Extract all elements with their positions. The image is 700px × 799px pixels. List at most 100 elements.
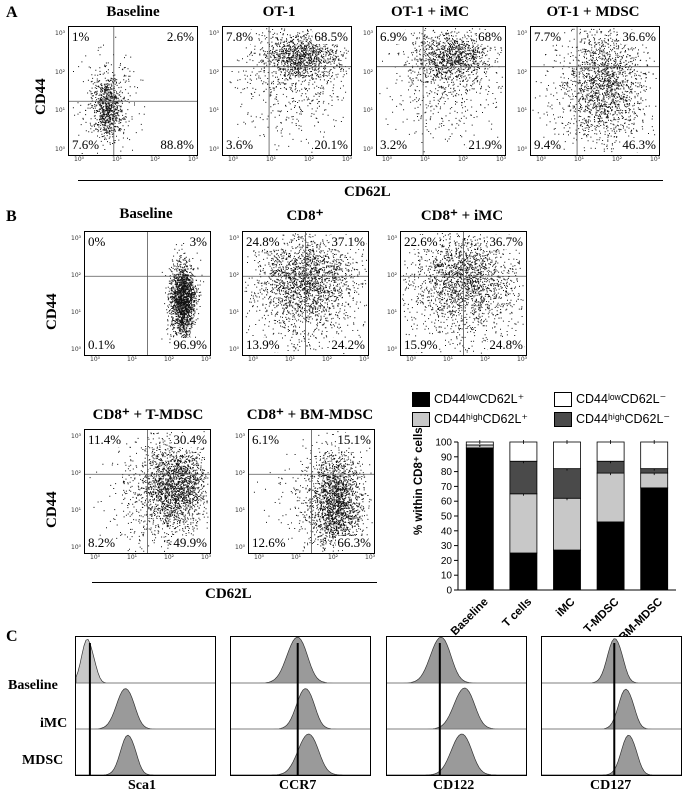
legend-label-0: CD44ˡᵒʷCD62L⁺ xyxy=(434,392,525,406)
histogram-peak-row-2 xyxy=(387,733,526,775)
y-tick-label: 40 xyxy=(441,526,453,537)
x-tick-label: 10³ xyxy=(517,356,528,363)
x-tick-label: 10⁰ xyxy=(406,356,417,363)
quadrant-ur-percent: 30.4% xyxy=(172,432,208,447)
panel-a-title-0: Baseline xyxy=(106,4,160,20)
scatter-dots xyxy=(243,232,368,355)
histogram-peak-row-0 xyxy=(231,637,370,684)
panel-b-title-1: CD8⁺ xyxy=(286,208,324,224)
flow-plot-b-baseline: 0% 3% 0.1% 96.9% xyxy=(84,231,211,356)
quadrant-ur-percent: 2.6% xyxy=(165,29,195,44)
y-tick-label: 10¹ xyxy=(363,107,374,115)
y-tick-label: 10³ xyxy=(363,30,374,37)
y-tick-label: 10² xyxy=(229,272,240,279)
y-tick-label: 10² xyxy=(55,68,66,76)
x-tick-label: 10⁰ xyxy=(536,156,547,163)
bar-bm-mdsc-3 xyxy=(640,441,669,470)
quadrant-ul-percent: 6.9% xyxy=(379,29,409,44)
x-tick-label: 10¹ xyxy=(112,156,123,163)
flow-plot-b-cd8-imc: 22.6% 36.7% 15.9% 24.8% xyxy=(400,231,527,356)
legend-label-2: CD44ʰⁱᵍʰCD62L⁺ xyxy=(434,412,528,426)
x-tick-label: 10³ xyxy=(650,156,661,163)
quadrant-ul-percent: 1% xyxy=(71,29,91,44)
y-tick-label: 10⁰ xyxy=(235,544,246,551)
quadrant-ll-percent: 3.6% xyxy=(225,137,255,152)
y-tick-label: 60 xyxy=(441,497,453,508)
legend-label-1: CD44ˡᵒʷCD62L⁻ xyxy=(576,392,667,406)
x-tick-label: 10¹ xyxy=(420,156,431,163)
panel-a-ylabel: CD44 xyxy=(33,78,49,115)
panel-letter-c: C xyxy=(6,628,18,645)
panel-letter-b: B xyxy=(6,208,17,225)
x-tick-label: 10¹ xyxy=(443,356,454,363)
flow-plot-a-ot1: 7.8% 68.5% 3.6% 20.1% xyxy=(222,26,352,156)
x-tick-label: 10⁰ xyxy=(254,554,265,561)
scatter-dots xyxy=(85,232,210,355)
y-tick-label: 10³ xyxy=(229,235,240,242)
quadrant-ur-percent: 37.1% xyxy=(330,234,366,249)
x-tick-label: 10³ xyxy=(342,156,353,163)
y-tick-label: 10³ xyxy=(235,433,246,440)
marker-label-sca1: Sca1 xyxy=(128,778,156,793)
flow-plot-b-cd8: 24.8% 37.1% 13.9% 24.2% xyxy=(242,231,369,356)
scatter-points xyxy=(72,36,146,154)
y-tick-label: 10³ xyxy=(71,433,82,440)
quadrant-lr-percent: 21.9% xyxy=(467,137,503,152)
quadrant-lr-percent: 24.2% xyxy=(330,337,366,352)
histogram-curves xyxy=(387,637,526,775)
x-tick-label: 10¹ xyxy=(266,156,277,163)
panel-a-title-1: OT-1 xyxy=(262,4,296,20)
x-tick-label: 10⁰ xyxy=(90,554,101,561)
bar-bm-mdsc-1 xyxy=(640,472,669,489)
histogram-curves xyxy=(76,638,215,775)
histogram-peak-row-0 xyxy=(387,637,526,684)
scatter-dots xyxy=(223,27,351,155)
scatter-points xyxy=(379,28,503,153)
quadrant-lr-percent: 46.3% xyxy=(621,137,657,152)
bar-imc-2 xyxy=(553,468,581,499)
y-tick-label: 10³ xyxy=(387,235,398,242)
y-tick-label: 10⁰ xyxy=(363,146,374,153)
y-tick-label: 10¹ xyxy=(71,507,82,514)
quadrant-ul-percent: 22.6% xyxy=(403,234,439,249)
y-tick-label: 10¹ xyxy=(71,309,82,316)
marker-label-cd122: CD122 xyxy=(433,778,475,793)
histogram-cd127 xyxy=(541,636,682,776)
bar-imc-1 xyxy=(553,497,581,551)
x-tick-label: 10¹ xyxy=(285,356,296,363)
legend-swatch-3 xyxy=(554,412,572,427)
quadrant-ll-percent: 0.1% xyxy=(87,337,117,352)
quadrant-ur-percent: 36.7% xyxy=(488,234,524,249)
y-tick-label: 10³ xyxy=(209,30,220,37)
x-tick-label: 10³ xyxy=(359,356,370,363)
x-tick-label: 10³ xyxy=(201,356,212,363)
scatter-dots xyxy=(249,430,374,553)
panel-b-title-2: CD8⁺ + iMC xyxy=(420,208,504,224)
quadrant-ll-percent: 7.6% xyxy=(71,137,101,152)
y-tick-label: 70 xyxy=(441,482,453,493)
quadrant-ur-percent: 15.1% xyxy=(336,432,372,447)
quadrant-lr-percent: 96.9% xyxy=(172,337,208,352)
bar-t-mdsc-1 xyxy=(596,472,625,523)
y-tick-label: 20 xyxy=(441,556,453,567)
panel-c-row-mdsc: MDSC xyxy=(22,753,64,768)
y-tick-label: 10² xyxy=(387,272,398,279)
panel-b-ylabel-bottom: CD44 xyxy=(44,491,60,528)
x-tick-label: 10⁰ xyxy=(228,156,239,163)
bar-t-mdsc-3 xyxy=(596,441,625,462)
quadrant-lr-percent: 20.1% xyxy=(313,137,349,152)
panel-b-title-0: Baseline xyxy=(119,206,173,222)
y-tick-label: 10¹ xyxy=(55,107,66,115)
quadrant-ll-percent: 15.9% xyxy=(403,337,439,352)
x-tick-label: 10² xyxy=(322,356,333,363)
scatter-dots xyxy=(531,27,659,155)
scatter-dots xyxy=(85,430,210,553)
quadrant-ul-percent: 6.1% xyxy=(251,432,281,447)
y-tick-label: 10¹ xyxy=(517,107,528,115)
y-tick-label: 10⁰ xyxy=(209,146,220,153)
y-tick-label: 10² xyxy=(71,272,82,279)
panel-b-title-4: CD8⁺ + BM-MDSC xyxy=(246,407,374,423)
y-tick-label: 10² xyxy=(235,470,246,477)
x-tick-label: 10² xyxy=(304,156,315,163)
y-tick-label: 50 xyxy=(441,512,453,523)
